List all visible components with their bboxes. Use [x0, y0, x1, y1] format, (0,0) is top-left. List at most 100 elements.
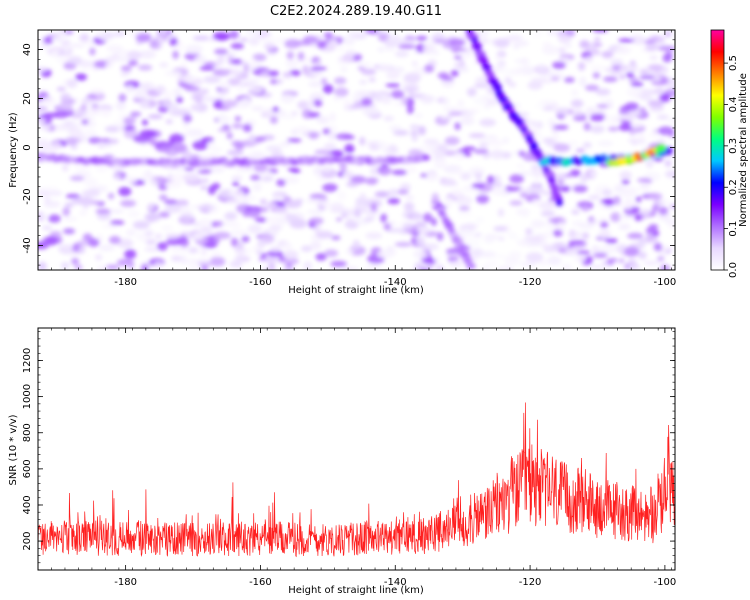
- spectrogram-noise-blob: [217, 128, 232, 132]
- spectrogram-noise-blob: [360, 97, 373, 107]
- colorbar-tick-label: 0.2: [728, 179, 739, 195]
- spectrogram-noise-blob: [531, 167, 543, 178]
- spectrogram-noise-blob: [601, 188, 613, 197]
- spectrogram-noise-blob: [171, 255, 182, 262]
- spectrogram-noise-blob: [81, 97, 96, 104]
- spectrogram-noise-blob: [105, 61, 113, 69]
- spectrogram-noise-blob: [483, 234, 499, 241]
- spectrogram-noise-blob: [164, 180, 182, 189]
- spectrogram-noise-blob: [399, 183, 412, 191]
- spectrogram-noise-blob: [252, 53, 267, 62]
- spectrogram-noise-blob: [643, 260, 660, 266]
- spectrogram-noise-blob: [637, 177, 652, 183]
- spectrogram-noise-blob: [105, 264, 120, 270]
- spectrogram-noise-blob: [324, 143, 337, 149]
- spectrogram-noise-blob: [144, 247, 160, 252]
- spectrogram-noise-blob: [340, 266, 359, 270]
- spectrogram-noise-blob: [41, 212, 49, 219]
- spectrogram-noise-blob: [356, 61, 372, 68]
- spectrogram-noise-blob: [444, 115, 453, 121]
- spectrogram-noise-blob: [407, 166, 417, 174]
- spectrogram-noise-blob: [619, 74, 626, 80]
- spectrogram-noise-blob: [342, 135, 356, 140]
- snr-frame: [37, 327, 676, 571]
- spectrogram-noise-blob: [173, 87, 182, 98]
- spectrogram-noise-blob: [153, 261, 164, 268]
- spectrogram-noise-blob: [120, 71, 130, 77]
- spectrogram-noise-blob: [377, 166, 386, 173]
- spectrogram-noise-blob: [302, 65, 309, 75]
- spectrogram-noise-blob: [398, 44, 416, 49]
- spectrogram-noise-blob: [331, 235, 341, 240]
- spectrogram-noise-blob: [86, 187, 101, 198]
- spectrogram-noise-blob: [403, 72, 421, 83]
- spectrogram-noise-blob: [656, 114, 669, 120]
- colorbar-tick-label: 0.5: [728, 55, 739, 71]
- spectrogram-noise-blob: [166, 237, 183, 246]
- spectrogram-noise-blob: [138, 64, 153, 71]
- spectrogram-noise-blob: [71, 257, 79, 265]
- spectrogram-noise-blob: [195, 165, 203, 171]
- spectrogram-noise-blob: [322, 84, 334, 94]
- spectrogram-noise-blob: [284, 39, 301, 49]
- spectrogram-noise-blob: [369, 143, 379, 151]
- spectrogram-noise-blob: [133, 91, 149, 99]
- spectrogram-noise-blob: [659, 93, 671, 103]
- spectrogram-noise-blob: [540, 242, 549, 248]
- spectrogram-noise-blob: [89, 47, 96, 56]
- spectrogram-noise-blob: [553, 143, 571, 152]
- spectrogram-noise-blob: [645, 44, 658, 52]
- spectrogram-noise-blob: [58, 102, 73, 111]
- spectrogram-noise-blob: [321, 165, 333, 173]
- spectrogram-noise-blob: [557, 222, 565, 231]
- spectrogram-noise-blob: [550, 76, 560, 82]
- spectrogram-noise-blob: [228, 189, 245, 198]
- spectrogram-noise-blob: [208, 166, 225, 174]
- spectrogram-noise-blob: [163, 90, 173, 100]
- spectrogram-noise-blob: [589, 171, 598, 177]
- spectrogram-noise-blob: [155, 85, 166, 95]
- spectrogram-noise-blob: [568, 249, 578, 254]
- spectrogram-noise-blob: [125, 84, 134, 94]
- spectrogram-noise-blob: [446, 252, 463, 258]
- spectrogram-noise-blob: [455, 169, 465, 176]
- spectrogram-noise-blob: [346, 218, 355, 226]
- spectrogram-noise-blob: [592, 72, 601, 79]
- spectrogram-noise-blob: [248, 134, 256, 144]
- spectrogram-noise-blob: [73, 110, 80, 117]
- spectrogram-feature-blob: [529, 142, 538, 151]
- spectrogram-noise-blob: [80, 103, 88, 111]
- colorbar-tick-label: 0.1: [728, 221, 739, 237]
- spectrogram-noise-blob: [159, 62, 169, 68]
- spectrogram-noise-blob: [394, 242, 413, 247]
- spectrogram-noise-blob: [162, 98, 172, 108]
- spectrogram-noise-blob: [592, 252, 608, 258]
- spectrogram-noise-blob: [213, 99, 224, 109]
- spectrogram-noise-blob: [245, 30, 262, 38]
- spectrogram-noise-blob: [615, 45, 632, 55]
- spectrogram-noise-blob: [117, 124, 125, 133]
- spectrogram-noise-blob: [520, 58, 530, 65]
- x-tick-label: -160: [249, 277, 272, 288]
- spectrogram-noise-blob: [51, 141, 62, 150]
- spectrogram-noise-blob: [63, 137, 81, 144]
- spectrogram-noise-blob: [376, 250, 394, 259]
- spectrogram-noise-blob: [165, 233, 182, 239]
- spectrogram-noise-blob: [334, 87, 349, 97]
- spectrogram-noise-blob: [435, 264, 445, 270]
- snr-y-ticks: 200 400 600 800 1000 1200: [22, 331, 675, 571]
- spectrogram-noise-blob: [176, 96, 183, 104]
- spectrogram-noise-blob: [199, 65, 215, 71]
- spectrogram-noise-blob: [207, 234, 215, 245]
- spectrogram-noise-blob: [211, 182, 221, 190]
- spectrogram-panel: -180 -160 -140 -120 -100 -40 -20 0 20 40 Height …: [8, 29, 676, 296]
- spectrogram-noise-blob: [248, 37, 260, 46]
- spectrogram-noise-blob: [599, 230, 610, 238]
- spectrogram-noise-blob: [588, 219, 599, 224]
- spectrogram-noise-blob: [553, 124, 569, 130]
- spectrogram-noise-blob: [558, 248, 567, 253]
- spectrogram-noise-blob: [637, 251, 648, 260]
- spectrogram-noise-blob: [473, 148, 489, 154]
- spectrogram-noise-blob: [375, 30, 394, 33]
- spectrogram-noise-blob: [178, 215, 193, 225]
